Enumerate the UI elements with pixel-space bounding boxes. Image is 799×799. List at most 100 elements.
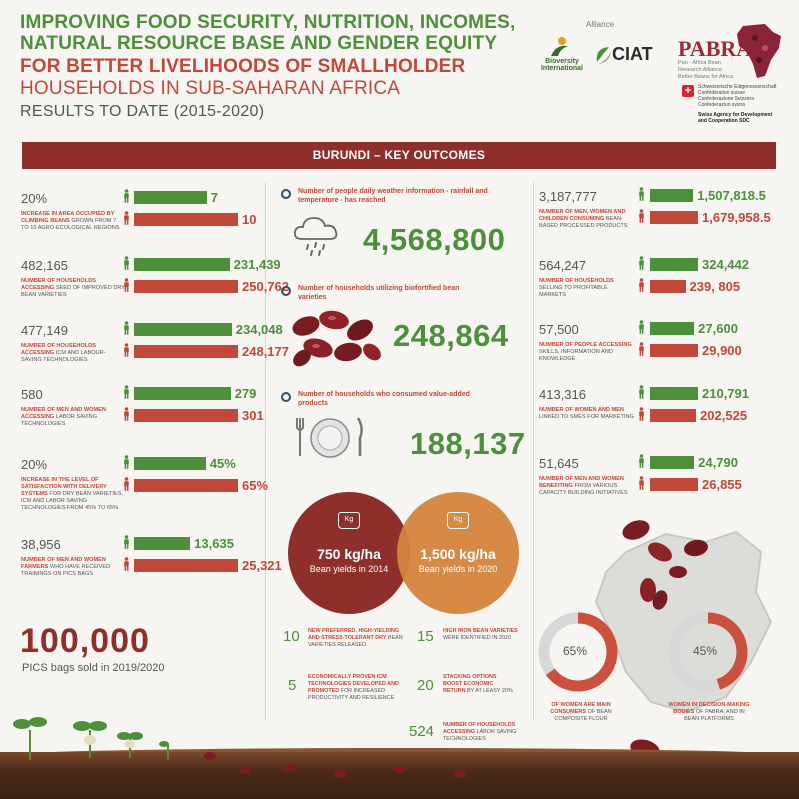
male-value: 234,048 bbox=[235, 322, 283, 337]
female-person-icon bbox=[123, 278, 130, 292]
yield-2014-value: 750 kg/ha bbox=[317, 546, 381, 562]
female-value: 25,321 bbox=[242, 558, 282, 573]
fact-number: 10 bbox=[283, 628, 300, 645]
male-bar bbox=[134, 323, 232, 336]
male-bar bbox=[134, 457, 206, 470]
stat-description: NUMBER OF MEN AND WOMEN ACCESSING LABOR … bbox=[21, 407, 106, 427]
stat-total: 580 bbox=[21, 387, 43, 402]
female-person-icon bbox=[123, 407, 130, 421]
yield-2020-label: Bean yields in 2020 bbox=[418, 564, 498, 574]
biofortified-title: Number of households utilizing biofortif… bbox=[298, 285, 460, 301]
male-bar bbox=[134, 191, 207, 204]
title-line-1: IMPROVING FOOD SECURITY, NUTRITION, INCO… bbox=[20, 12, 516, 33]
column-divider-left bbox=[265, 182, 266, 720]
stat-description: NUMBER OF HOUSEHOLDS SELLING TO PROFITAB… bbox=[539, 278, 614, 298]
female-person-icon bbox=[123, 343, 130, 357]
fact-number: 15 bbox=[417, 628, 434, 645]
plate-cutlery-icon bbox=[296, 417, 363, 458]
female-bar bbox=[650, 280, 686, 293]
weather-info-value: 4,568,800 bbox=[363, 222, 506, 257]
fact-number: 20 bbox=[417, 677, 434, 694]
donut-value: 65% bbox=[563, 644, 588, 658]
stat-total: 57,500 bbox=[539, 322, 579, 337]
female-value: 239, 805 bbox=[689, 279, 741, 294]
male-bar bbox=[650, 189, 694, 202]
value-added-value: 188,137 bbox=[410, 426, 526, 461]
stat-description: INCREASE IN THE LEVEL OF SATISFACTION WI… bbox=[21, 477, 123, 511]
swiss-flag-icon: + bbox=[682, 85, 694, 97]
donut-ring bbox=[538, 612, 618, 692]
stat-total: 38,956 bbox=[21, 537, 61, 552]
male-person-icon bbox=[638, 187, 645, 201]
stat-total: 477,149 bbox=[21, 323, 68, 338]
male-value: 210,791 bbox=[702, 386, 749, 401]
red-beans-icon bbox=[292, 310, 381, 367]
yield-2020-value: 1,500 kg/ha bbox=[420, 546, 496, 562]
column-divider-right bbox=[533, 182, 534, 720]
male-person-icon bbox=[638, 454, 645, 468]
male-bar bbox=[134, 258, 230, 271]
stat-total: 564,247 bbox=[539, 258, 586, 273]
female-value: 1,679,958.5 bbox=[702, 210, 771, 225]
female-bar bbox=[650, 344, 698, 357]
fact-description: NUMBER OF HOUSEHOLDS ACCESSING LABOR SAV… bbox=[443, 722, 517, 742]
yield-2020-circle: Kg 1,500 kg/ha Bean yields in 2020 bbox=[397, 492, 519, 614]
female-bar bbox=[134, 280, 238, 293]
donut-description: WOMEN IN DECISION-MAKING BODIES OF PABRA… bbox=[668, 702, 750, 722]
male-bar bbox=[650, 456, 695, 469]
stat-total: 3,187,777 bbox=[539, 189, 597, 204]
stat-total: 482,165 bbox=[21, 258, 68, 273]
bioversity-logo-text: Bioversity International bbox=[540, 58, 583, 72]
key-outcomes-banner: BURUNDI – KEY OUTCOMES bbox=[22, 142, 776, 169]
bullet-icon bbox=[281, 392, 291, 402]
bullet-icon bbox=[281, 189, 291, 199]
bullet-icon bbox=[281, 286, 291, 296]
female-person-icon bbox=[638, 342, 645, 356]
male-value: 7 bbox=[210, 190, 219, 205]
pabra-subtitle: Pan - Africa Bean Research Alliance Bett… bbox=[678, 60, 734, 80]
stat-description: NUMBER OF HOUSEHOLDS ACCESSING SEED OF I… bbox=[21, 278, 125, 298]
female-value: 250,762 bbox=[242, 279, 289, 294]
female-bar bbox=[650, 478, 698, 491]
male-person-icon bbox=[123, 535, 130, 549]
female-bar bbox=[134, 345, 238, 358]
stat-description: NUMBER OF MEN, WOMEN AND CHILDREN CONSUM… bbox=[539, 209, 628, 229]
female-value: 301 bbox=[242, 408, 264, 423]
title-line-2: NATURAL RESOURCE BASE AND GENDER EQUITY bbox=[20, 33, 498, 54]
soil-strip bbox=[0, 752, 799, 799]
male-value: 45% bbox=[209, 456, 236, 471]
stat-total: 20% bbox=[21, 191, 48, 206]
stat-description: NUMBER OF WOMEN AND MEN LINKED TO SMES F… bbox=[539, 407, 634, 420]
female-bar bbox=[134, 213, 238, 226]
male-person-icon bbox=[123, 189, 130, 203]
male-value: 13,635 bbox=[194, 536, 234, 551]
female-value: 202,525 bbox=[700, 408, 748, 423]
weather-info-title: Number of people daily weather informati… bbox=[298, 188, 488, 204]
female-person-icon bbox=[638, 278, 645, 292]
fact-description: STACKING OPTIONS BOOST ECONOMIC RETURN B… bbox=[443, 674, 513, 694]
female-bar bbox=[650, 211, 698, 224]
female-bar bbox=[650, 409, 697, 422]
fact-description: NEW PREFERRED, HIGH-YIELDING AND STRESS-… bbox=[308, 628, 403, 648]
male-bar bbox=[650, 387, 698, 400]
female-value: 10 bbox=[242, 212, 257, 227]
title-line-4: HOUSEHOLDS IN SUB-SAHARAN AFRICA bbox=[20, 78, 401, 99]
male-person-icon bbox=[123, 321, 130, 335]
male-person-icon bbox=[123, 256, 130, 270]
male-value: 24,790 bbox=[698, 455, 738, 470]
stat-description: NUMBER OF PEOPLE ACCESSING SKILLS, INFOR… bbox=[539, 342, 632, 362]
biofortified-value: 248,864 bbox=[393, 318, 509, 353]
fact-number: 5 bbox=[288, 677, 297, 694]
donut-value: 45% bbox=[693, 644, 718, 658]
male-person-icon bbox=[638, 320, 645, 334]
stat-total: 20% bbox=[21, 457, 48, 472]
weight-icon: Kg bbox=[338, 512, 360, 529]
male-value: 279 bbox=[234, 386, 257, 401]
stat-description: NUMBER OF MEN AND WOMEN BENEFITING FROM … bbox=[539, 476, 628, 496]
male-bar bbox=[134, 537, 191, 550]
female-bar bbox=[134, 559, 238, 572]
male-person-icon bbox=[123, 455, 130, 469]
male-person-icon bbox=[123, 385, 130, 399]
stat-description: NUMBER OF MEN AND WOMEN FARMERS WHO HAVE… bbox=[21, 557, 111, 577]
ciat-logo-icon bbox=[596, 47, 611, 64]
